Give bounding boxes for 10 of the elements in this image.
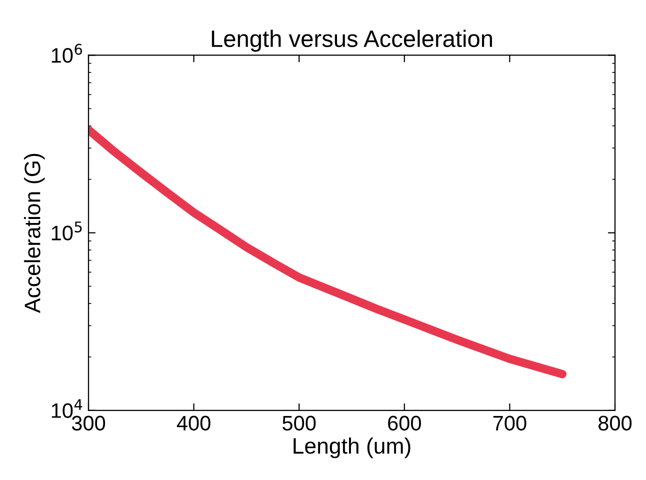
x-tick-label: 800	[598, 416, 632, 431]
x-tick-label: 500	[282, 416, 316, 431]
x-axis-title: Length (um)	[294, 437, 410, 458]
chart-title: Length versus Acceleration	[212, 30, 492, 52]
y-axis-title: Acceleration (G)	[24, 154, 45, 314]
x-tick-label: 400	[176, 416, 210, 431]
x-tick-label: 700	[493, 416, 526, 431]
y-tick-label: 10$^{5}$	[52, 222, 82, 240]
y-tick-label: 10$^{6}$	[52, 44, 82, 63]
x-tick-label: 600	[388, 416, 421, 431]
